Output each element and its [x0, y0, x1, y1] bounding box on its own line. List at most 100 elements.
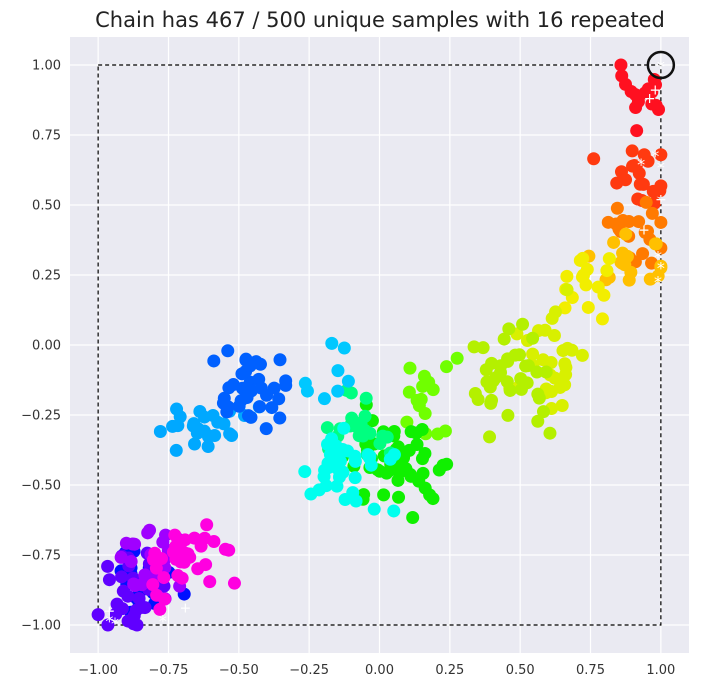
- sample-point: [143, 523, 157, 537]
- sample-point: [135, 578, 149, 592]
- sample-point: [636, 177, 650, 191]
- sample-point: [485, 393, 499, 407]
- sample-point: [175, 571, 189, 585]
- sample-point: [521, 359, 535, 373]
- sample-point: [615, 69, 629, 83]
- sample-point: [600, 264, 614, 278]
- sample-point: [418, 407, 432, 421]
- data-points: [91, 58, 668, 632]
- sample-point: [114, 550, 128, 564]
- sample-point: [560, 269, 574, 283]
- sample-point: [348, 454, 362, 468]
- bounding-box: [97, 64, 662, 626]
- sample-point: [651, 269, 665, 283]
- repeated-sample-marker: *: [105, 611, 113, 630]
- sample-point: [207, 354, 221, 368]
- sample-point: [468, 386, 482, 400]
- sample-point: [641, 82, 655, 96]
- sample-point: [110, 597, 124, 611]
- sample-point: [503, 383, 517, 397]
- sample-point: [483, 430, 497, 444]
- sample-point: [325, 336, 339, 350]
- y-tick-label: −1.00: [21, 619, 61, 634]
- sample-point: [625, 144, 639, 158]
- sample-point: [619, 227, 633, 241]
- repeated-sample-marker: +: [655, 192, 667, 208]
- sample-point: [501, 352, 515, 366]
- sample-point: [632, 215, 646, 229]
- sample-point: [516, 317, 530, 331]
- sample-point: [616, 214, 630, 228]
- sample-point: [349, 494, 363, 508]
- y-tick-label: 0.00: [32, 339, 61, 354]
- sample-point: [536, 405, 550, 419]
- sample-point: [221, 344, 235, 358]
- x-tick: 0.25: [435, 663, 464, 678]
- sample-point: [467, 340, 481, 354]
- sample-point: [543, 426, 557, 440]
- sample-point: [191, 562, 205, 576]
- sample-point: [555, 398, 569, 412]
- sample-point: [331, 364, 345, 378]
- sample-point: [531, 414, 545, 428]
- sample-point: [359, 391, 373, 405]
- sample-point: [483, 380, 497, 394]
- repeated-sample-marker: +: [104, 604, 116, 620]
- sample-point: [406, 511, 420, 525]
- sample-point: [549, 305, 563, 319]
- sample-point: [654, 259, 668, 273]
- sample-point: [227, 576, 241, 590]
- x-axis: −1.00 −0.75 −0.50 −0.25 0.00 0.25 0.50 0.75 1.00: [78, 663, 675, 678]
- y-tick: 0.00: [32, 339, 61, 354]
- sample-point: [348, 471, 362, 485]
- repeated-sample-marker: +: [649, 83, 661, 99]
- sample-point: [149, 561, 163, 575]
- sample-point: [595, 312, 609, 326]
- sample-point: [193, 405, 207, 419]
- sample-point: [614, 58, 628, 72]
- sample-point: [450, 351, 464, 365]
- x-tick: 1.00: [646, 663, 675, 678]
- sample-point: [153, 425, 167, 439]
- y-tick: 0.75: [32, 129, 61, 144]
- sample-point: [351, 421, 365, 435]
- sample-point: [298, 465, 312, 479]
- chart-title: Chain has 467 / 500 unique samples with …: [95, 8, 665, 32]
- sample-point: [153, 602, 167, 616]
- sample-point: [579, 278, 593, 292]
- sample-point: [489, 371, 503, 385]
- sample-point: [514, 382, 528, 396]
- sample-point: [222, 381, 236, 395]
- sample-point: [178, 533, 192, 547]
- y-tick-label: −0.75: [21, 549, 61, 564]
- sample-point: [380, 430, 394, 444]
- repeated-sample-marker: *: [637, 155, 645, 174]
- sample-point: [337, 421, 351, 435]
- sample-point: [415, 452, 429, 466]
- y-tick-label: −0.50: [21, 479, 61, 494]
- sample-point: [124, 555, 138, 569]
- sample-point: [265, 401, 279, 415]
- sample-point: [647, 72, 661, 86]
- sample-point: [409, 426, 423, 440]
- sample-point: [607, 235, 621, 249]
- sample-point: [502, 322, 516, 336]
- sample-point: [404, 469, 418, 483]
- sample-point: [200, 518, 214, 532]
- sample-point: [531, 387, 545, 401]
- x-tick-label: −0.25: [289, 663, 329, 678]
- x-tick: −0.75: [149, 663, 189, 678]
- y-tick: −0.75: [21, 549, 61, 564]
- sample-point: [601, 215, 615, 229]
- sample-point: [402, 443, 416, 457]
- sample-point: [115, 570, 129, 584]
- sample-point: [392, 490, 406, 504]
- sample-point: [244, 384, 258, 398]
- sample-point: [501, 408, 515, 422]
- repeated-sample-marker: *: [657, 57, 665, 76]
- x-tick-label: 0.00: [365, 663, 394, 678]
- sample-point: [273, 411, 287, 425]
- sample-point: [338, 492, 352, 506]
- highlight-ring: [646, 50, 676, 80]
